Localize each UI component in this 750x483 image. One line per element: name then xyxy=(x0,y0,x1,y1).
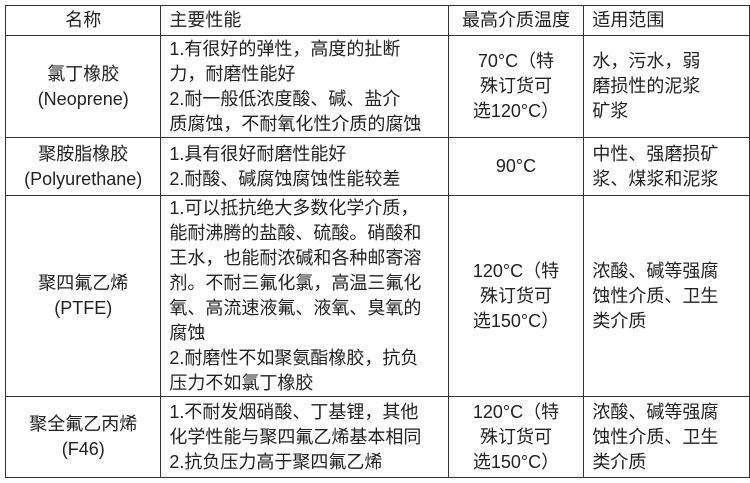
cell-name: 氯丁橡胶 (Neoprene) xyxy=(4,35,162,138)
cell-max-temp: 90°C xyxy=(447,137,585,196)
cell-performance: 1.可以抵抗绝大多数化学介质， 能耐沸腾的盐酸、硫酸。硝酸和 王水，也能耐浓碱和… xyxy=(160,195,449,397)
header-max-temp: 最高介质温度 xyxy=(447,5,585,36)
table-row: 氯丁橡胶 (Neoprene) 1.有很好的弹性，高度的扯断 力，耐磨性能好 2… xyxy=(4,35,750,138)
cell-scope: 浓酸、碱等强腐 蚀性介质、卫生 类介质 xyxy=(583,396,750,478)
header-scope: 适用范围 xyxy=(583,5,750,36)
cell-max-temp: 120°C（特 殊订货可 选150°C） xyxy=(447,396,585,478)
cell-scope: 水，污水，弱 磨损性的泥浆 矿浆 xyxy=(583,35,750,138)
cell-performance: 1.具有很好耐磨性能好 2.耐酸、碱腐蚀腐蚀性能较差 xyxy=(160,137,449,196)
cell-scope: 中性、强磨损矿 浆、煤浆和泥浆 xyxy=(583,137,750,196)
table-row: 聚四氟乙烯 (PTFE) 1.可以抵抗绝大多数化学介质， 能耐沸腾的盐酸、硫酸。… xyxy=(4,195,750,397)
cell-scope: 浓酸、碱等强腐 蚀性介质、卫生 类介质 xyxy=(583,195,750,397)
header-row: 名称 主要性能 最高介质温度 适用范围 xyxy=(4,5,750,36)
cell-max-temp: 70°C（特 殊订货可 选120°C） xyxy=(447,35,585,138)
cell-name: 聚四氟乙烯 (PTFE) xyxy=(4,195,162,397)
cell-max-temp: 120°C（特 殊订货可 选150°C） xyxy=(447,195,585,397)
table-row: 聚胺脂橡胶 (Polyurethane) 1.具有很好耐磨性能好 2.耐酸、碱腐… xyxy=(4,137,750,196)
cell-name: 聚全氟乙丙烯 (F46) xyxy=(4,396,162,478)
header-name: 名称 xyxy=(4,5,162,36)
cell-performance: 1.不耐发烟硝酸、丁基锂，其他 化学性能与聚四氟乙烯基本相同 2.抗负压力高于聚… xyxy=(160,396,449,478)
header-performance: 主要性能 xyxy=(160,5,449,36)
lining-material-table: 名称 主要性能 最高介质温度 适用范围 氯丁橡胶 (Neoprene) 1.有很… xyxy=(4,5,750,478)
cell-name: 聚胺脂橡胶 (Polyurethane) xyxy=(4,137,162,196)
cell-performance: 1.有很好的弹性，高度的扯断 力，耐磨性能好 2.耐一般低浓度酸、碱、盐介 质腐… xyxy=(160,35,449,138)
table-row: 聚全氟乙丙烯 (F46) 1.不耐发烟硝酸、丁基锂，其他 化学性能与聚四氟乙烯基… xyxy=(4,396,750,478)
